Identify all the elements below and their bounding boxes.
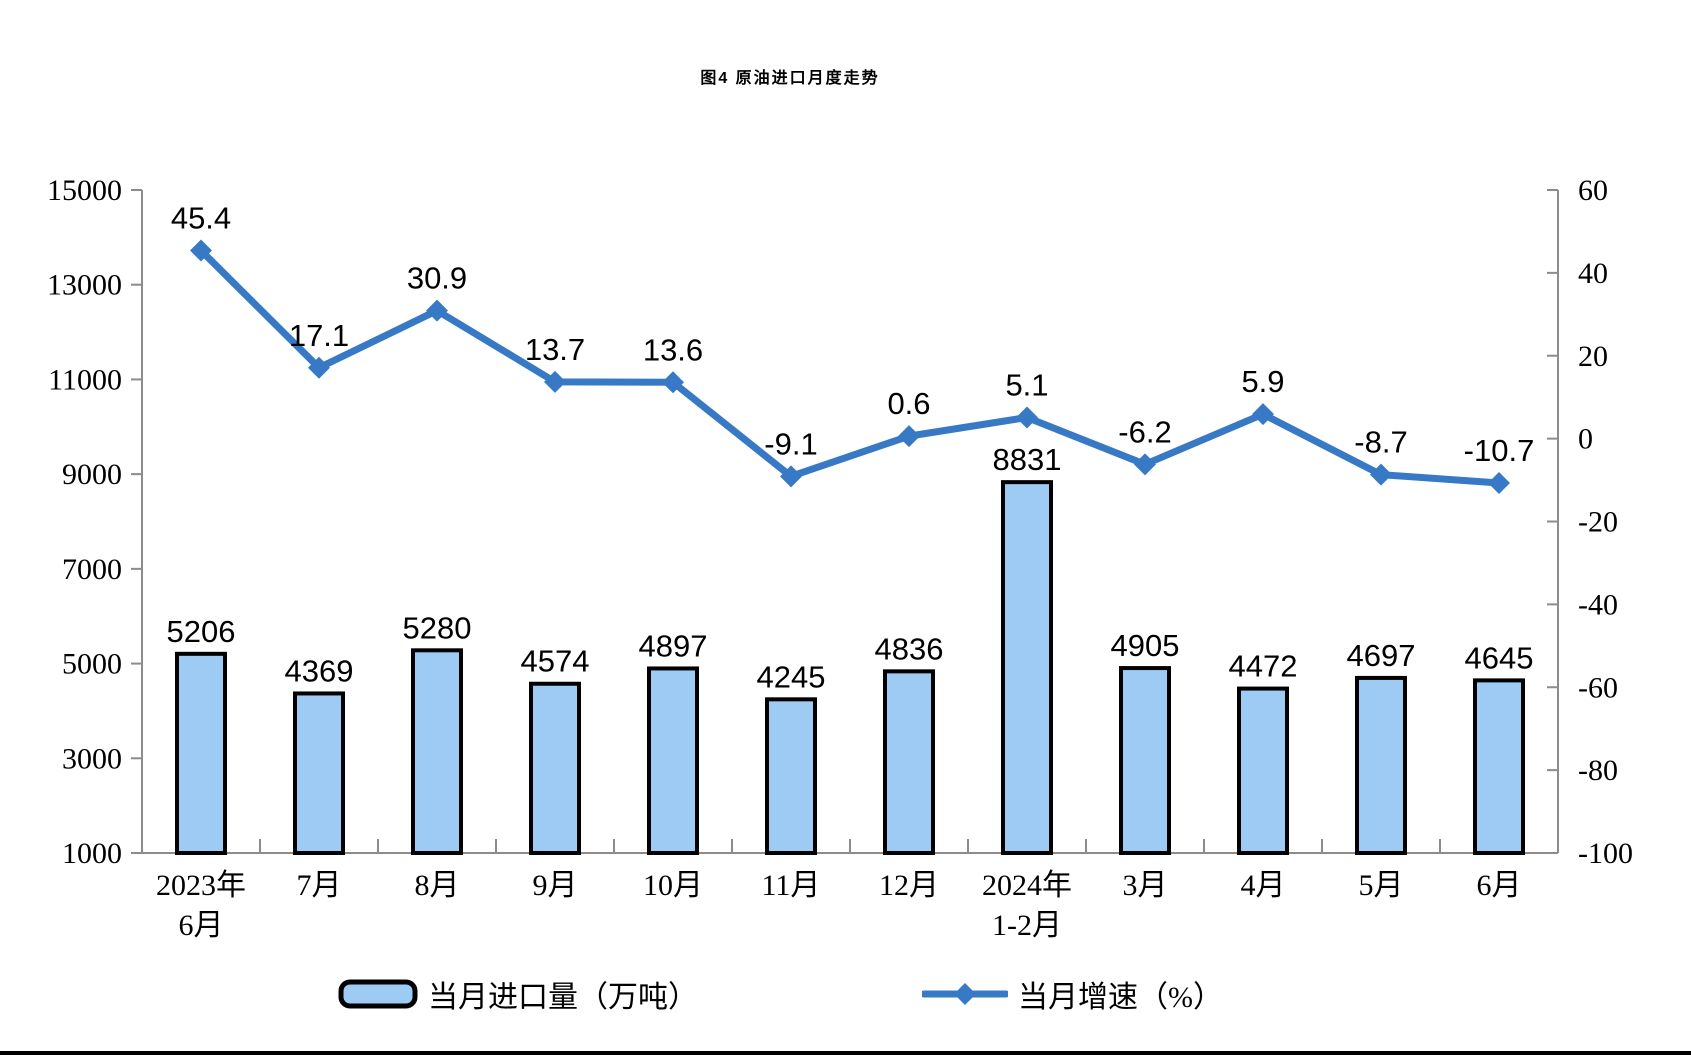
x-axis-category-label: 9月 [533,869,578,902]
x-axis-category-label: 4月 [1241,869,1286,902]
right-axis-tick-label: -80 [1578,754,1618,787]
line-value-label: -9.1 [764,426,817,461]
bar-2 [411,648,463,855]
left-axis-tick-label: 9000 [62,458,122,491]
bar-value-label: 4905 [1111,628,1180,663]
bar-value-label: 4574 [521,644,590,679]
left-axis-tick-label: 3000 [62,742,122,775]
right-axis-tick-label: 40 [1578,257,1608,290]
right-axis-tick-label: -100 [1578,837,1633,870]
x-axis-category-label: 5月 [1359,869,1404,902]
right-axis-tick-label: 0 [1578,423,1593,456]
bar-6 [883,669,935,856]
x-axis-category-label: 6月 [179,909,224,942]
left-axis-tick-label: 5000 [62,648,122,681]
left-axis-tick-label: 7000 [62,553,122,586]
line-value-label: 13.7 [525,332,585,367]
left-axis-tick-label: 15000 [47,174,122,207]
line-series-swatch-icon [922,983,1008,1005]
right-axis-tick-label: -40 [1578,588,1618,621]
right-axis-tick-label: -20 [1578,506,1618,539]
bar-value-label: 4245 [757,659,826,694]
line-value-label: 17.1 [289,318,349,353]
line-marker-1 [308,356,330,379]
right-axis-tick-label: 60 [1578,174,1608,207]
bar-8 [1119,666,1171,856]
x-axis-category-label: 12月 [879,869,939,902]
line-value-label: 0.6 [887,386,930,421]
x-axis-category-label: 7月 [297,869,342,902]
x-axis-category-label: 3月 [1123,869,1168,902]
bar-value-label: 4836 [875,631,944,666]
legend-label-growth: 当月增速（%） [1018,981,1223,1014]
bar-value-label: 4697 [1347,638,1416,673]
chart-title: 图4 原油进口月度走势 [700,70,880,87]
bar-value-label: 5206 [167,614,236,649]
line-value-label: 13.6 [643,332,703,367]
bar-10 [1355,675,1407,856]
bar-4 [647,666,699,855]
bar-11 [1473,678,1525,856]
line-marker-10 [1370,463,1392,486]
line-marker-5 [780,465,802,488]
bar-5 [765,697,817,855]
x-axis-category-label: 11月 [762,869,821,902]
bar-value-label: 4369 [285,653,354,688]
line-marker-4 [662,371,684,394]
bar-value-label: 5280 [403,610,472,645]
growth-line [197,246,1503,487]
right-axis-tick-label: -60 [1578,671,1618,704]
line-value-label: 5.1 [1005,367,1048,402]
left-axis-tick-label: 11000 [48,363,122,396]
legend-item-imports: 当月进口量（万吨） [338,972,698,1016]
legend-label-imports: 当月进口量（万吨） [428,981,698,1014]
bar-7 [1001,480,1053,855]
bar-series-swatch-icon [338,979,418,1009]
line-marker-9 [1252,403,1274,426]
line-marker-2 [426,299,448,322]
bar-value-label: 4897 [639,628,708,663]
bar-value-label: 4645 [1465,640,1534,675]
line-value-label: -6.2 [1118,414,1171,449]
chart-legend: 当月进口量（万吨） 当月增速（%） [0,972,1691,1016]
left-axis-tick-label: 1000 [62,837,122,870]
line-marker-11 [1488,471,1510,494]
bar-3 [529,681,581,855]
line-value-label: -8.7 [1354,425,1407,460]
x-axis-category-label: 1-2月 [992,909,1062,942]
line-marker-3 [544,370,566,393]
bar-0 [175,651,227,855]
line-marker-6 [898,425,920,448]
x-axis-category-label: 2024年 [982,869,1072,902]
bar-value-label: 8831 [993,442,1062,477]
left-axis-tick-label: 13000 [47,269,122,302]
legend-item-growth: 当月增速（%） [922,972,1223,1016]
bar-9 [1237,686,1289,855]
line-value-label: 45.4 [171,200,231,235]
line-value-label: 5.9 [1241,364,1284,399]
x-axis-category-label: 10月 [643,869,703,902]
line-marker-0 [190,239,212,262]
line-marker-7 [1016,406,1038,429]
bar-value-label: 4472 [1229,649,1298,684]
line-marker-8 [1134,453,1156,476]
bar-1 [293,691,345,856]
line-value-label: 30.9 [407,261,467,296]
bottom-divider [0,1051,1691,1055]
x-axis-category-label: 2023年 [156,869,246,902]
x-axis-category-label: 8月 [415,869,460,902]
x-axis-category-label: 6月 [1477,869,1522,902]
right-axis-tick-label: 20 [1578,340,1608,373]
line-value-label: -10.7 [1464,433,1535,468]
